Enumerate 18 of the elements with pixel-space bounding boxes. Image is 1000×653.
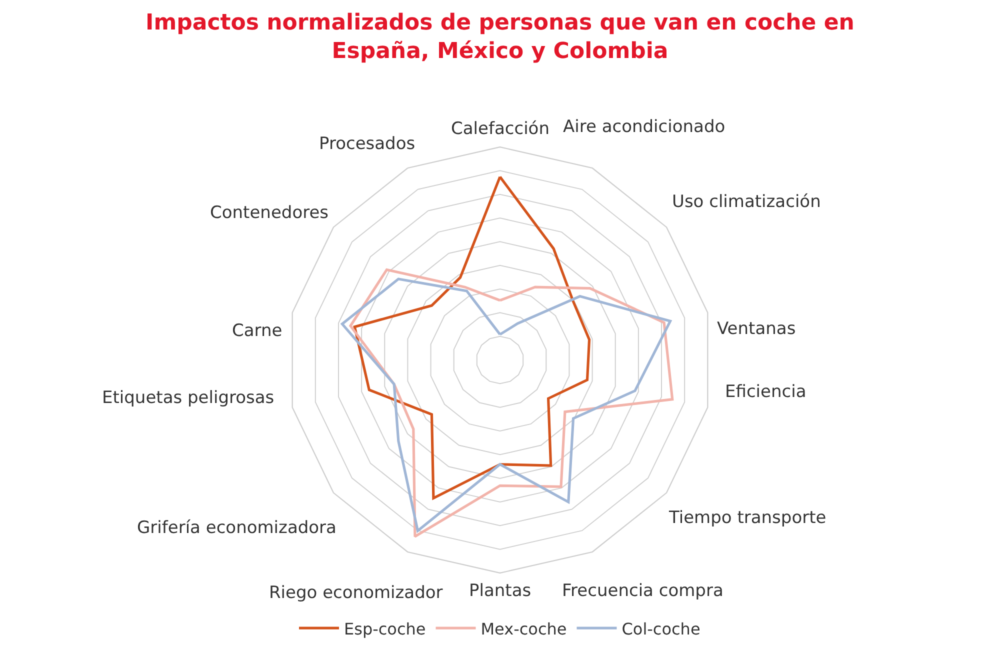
spoke-label: Frecuencia compra (562, 581, 724, 601)
spoke-label: Carne (232, 321, 282, 341)
chart-title: Impactos normalizados de personas que van en coche en España, México y Colombia (146, 10, 854, 64)
spoke-label: Aire acondicionado (563, 117, 726, 137)
legend-label: Esp-coche (344, 619, 426, 638)
spoke-label: Uso climatización (672, 192, 821, 212)
spoke-label: Tiempo transporte (668, 508, 826, 528)
spoke-label: Calefacción (451, 119, 550, 139)
spoke-label: Grifería economizadora (137, 518, 336, 538)
spoke-label: Etiquetas peligrosas (102, 388, 274, 408)
spoke-label: Ventanas (717, 319, 796, 339)
spoke-label: Plantas (469, 581, 532, 601)
legend-label: Mex-coche (480, 619, 567, 638)
spoke-label: Contenedores (210, 203, 329, 223)
spoke-label: Eficiencia (725, 382, 806, 402)
spoke-label: Riego economizador (269, 583, 443, 603)
spoke-label: Procesados (319, 134, 416, 154)
legend-label: Col-coche (622, 619, 700, 638)
